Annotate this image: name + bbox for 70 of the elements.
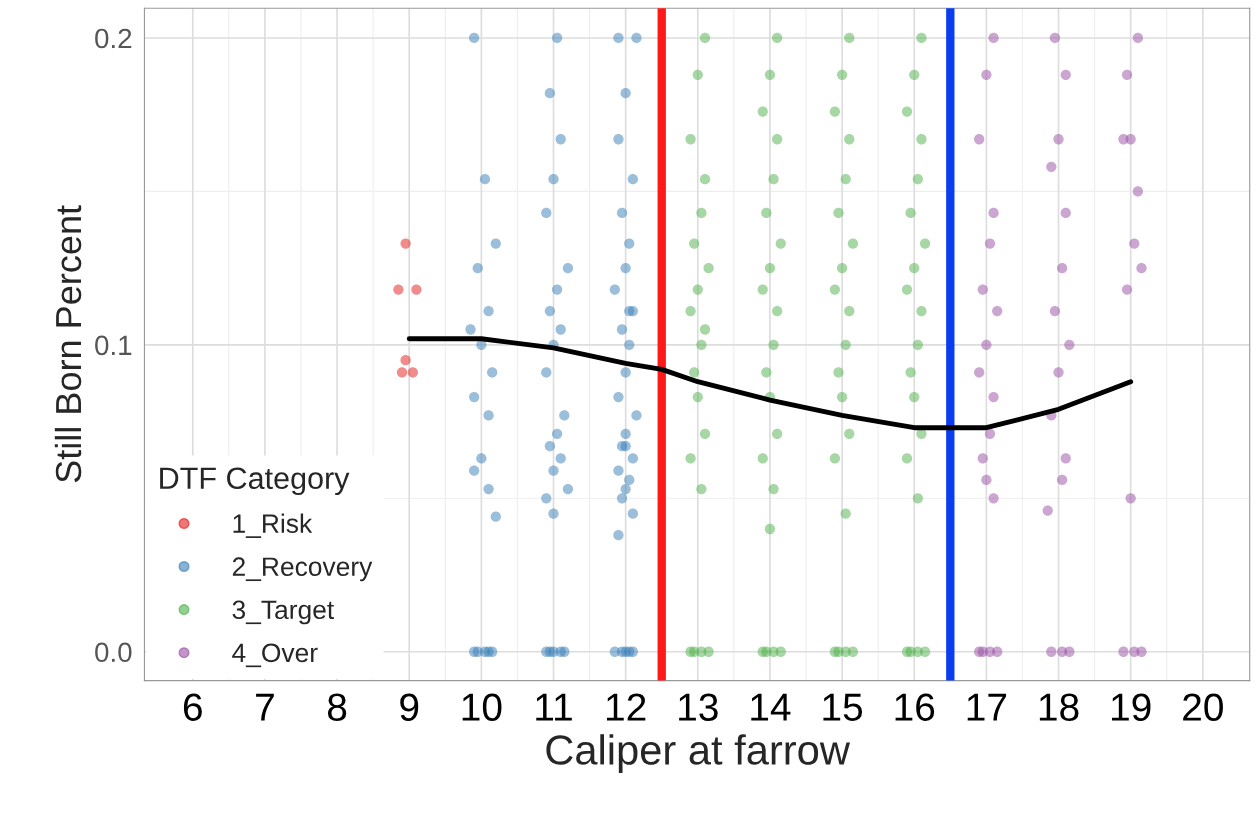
point [1136,646,1147,657]
x-tick-label: 10 [462,693,502,721]
point [984,428,996,440]
point [1118,134,1129,145]
point [981,339,992,351]
point [1136,262,1147,274]
point [981,69,992,80]
y-tick-label: 0.1 [95,335,132,356]
point [988,32,999,44]
point [974,367,985,378]
x-tick-label: 11 [536,693,572,721]
x-tick-label: 19 [1112,693,1151,721]
x-axis-title: Caliper at farrow [546,734,851,774]
point [1064,339,1075,351]
point [984,238,996,249]
x-tick-label: 9 [400,693,419,721]
point [393,284,404,295]
point [988,493,999,504]
x-tick-label: 13 [679,693,718,721]
x-tick-label: 6 [183,693,202,721]
x-tick-label: 14 [751,693,791,721]
point [1064,646,1075,657]
point [1125,493,1136,504]
legend-label: 1_Risk [233,513,313,538]
point [1132,186,1144,197]
point [1060,453,1071,464]
legend-label: 2_Recovery [232,557,373,582]
point [992,305,1003,317]
x-tick-label: 12 [606,693,646,721]
point [1056,474,1068,486]
point [396,367,408,378]
point [1118,646,1129,657]
y-tick-label: 0.0 [95,642,132,663]
point [1129,238,1140,249]
point [981,474,992,486]
x-tick-label: 20 [1183,693,1223,721]
point [1060,69,1071,80]
point [977,284,988,295]
point [400,355,411,366]
x-tick-label: 7 [256,693,274,721]
point [1121,284,1133,295]
point [1053,367,1064,378]
point [1046,646,1057,657]
point [974,134,985,145]
point [1060,207,1071,219]
point [1056,262,1068,274]
legend-title: DTF Category [160,467,350,496]
point [977,453,988,464]
x-tick-label: 16 [895,693,935,721]
x-tick-label: 18 [1039,693,1079,721]
point [1042,505,1053,516]
x-tick-label: 17 [967,693,1007,721]
point [1132,32,1144,44]
x-tick-label: 8 [327,693,347,721]
point [1046,161,1057,173]
y-tick-label: 0.2 [95,28,132,49]
point [1053,134,1064,145]
point [400,238,411,249]
point [988,207,999,219]
y-axis-title: Still Born Percent [54,205,82,483]
point [988,391,999,403]
point [992,646,1003,657]
point [1121,69,1133,80]
point [1049,305,1061,317]
point [407,367,418,378]
legend-label: 3_Target [232,600,335,625]
point [1049,32,1061,44]
point [411,284,422,295]
x-tick-label: 15 [823,693,863,721]
legend-label: 4_Over [232,643,318,668]
